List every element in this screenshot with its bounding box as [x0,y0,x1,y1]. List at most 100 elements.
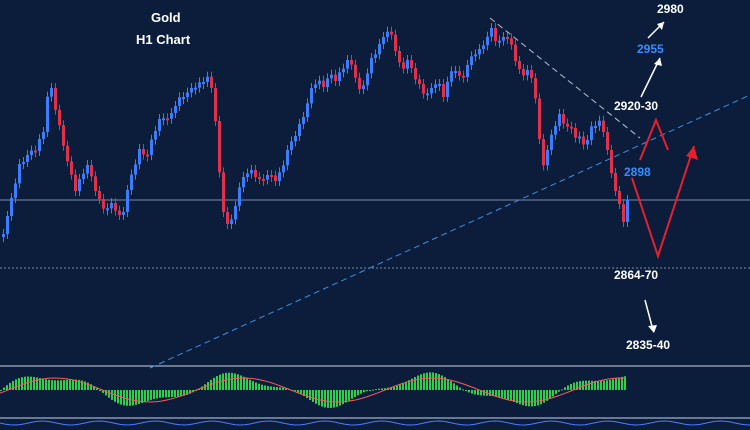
arrow-to-2835 [644,299,654,331]
candle-body [414,68,417,80]
candle-body [62,125,65,146]
macd-bar [153,390,155,400]
macd-bar [72,379,74,390]
macd-bar [432,372,434,390]
candle-body [42,132,45,139]
candle-body [222,172,225,212]
candle-body [454,71,457,73]
candle-body [514,44,517,61]
candle-body [262,179,265,181]
candle-body [406,60,409,69]
macd-bar [84,381,86,390]
macd-bar [231,372,233,390]
macd-bar [441,375,443,390]
candle-body [194,87,197,90]
arrowhead-2955 [654,58,662,66]
candle-body [246,173,249,177]
macd-bar [549,390,551,399]
macd-bar [447,379,449,390]
candle-body [386,31,389,37]
macd-bar [321,390,323,407]
candle-body [586,140,589,145]
macd-bar [330,390,332,408]
macd-bar [315,390,317,404]
macd-bar [18,378,20,390]
macd-bar [159,390,161,398]
macd-bar [12,380,14,390]
candle-body [182,97,185,99]
macd-bar [498,390,500,398]
candle-body [270,175,273,177]
candle-body [318,80,321,85]
macd-bar [87,382,89,390]
macd-bar [66,379,68,390]
macd-bar [504,390,506,399]
candle-body [378,44,381,55]
projection-bullish-arrow [639,117,669,161]
candle-body [38,139,41,151]
macd-bar [144,390,146,402]
candle-body [74,174,77,191]
candle-body [338,72,341,81]
candle-body [466,65,469,77]
macd-bar [471,390,473,394]
macd-bar [15,379,17,390]
candle-body [34,150,37,153]
candle-body [518,61,521,69]
macd-bar [165,390,167,398]
candle-body [118,210,121,215]
candle-body [574,128,577,138]
candle-body [178,97,181,106]
macd-bar [618,377,620,390]
candle-body [114,203,117,211]
candle-body [398,51,401,63]
candle-body [342,68,345,73]
macd-bar [243,376,245,390]
candle-body [490,28,493,37]
candle-body [558,114,561,126]
candle-body [146,154,149,157]
macd-bar [381,388,383,390]
macd-bar [621,376,623,390]
candle-body [226,212,229,224]
candle-body [610,150,613,173]
macd-bar [285,388,287,390]
macd-bar [147,390,149,401]
candle-body [614,173,617,191]
candle-body [10,198,13,216]
arrowhead-2835 [648,325,657,333]
candle-body [502,37,505,41]
candle-body [70,161,73,175]
candle-body [190,88,193,93]
candle-body [94,176,97,191]
candle-body [30,150,33,155]
target-label-2955: 2955 [637,42,664,56]
macd-bar [483,390,485,396]
macd-bar [453,383,455,390]
macd-bar [186,390,188,395]
candle-body [106,208,109,211]
macd-bar [105,390,107,396]
macd-bar [102,390,104,393]
macd-bar [588,380,590,390]
candle-body [122,212,125,215]
macd-bar [300,390,302,395]
macd-bar [42,378,44,390]
macd-bar [267,386,269,390]
macd-bar [324,390,326,408]
macd-bar [420,374,422,390]
candle-body [170,113,173,119]
candle-body [510,38,513,45]
candle-body [134,164,137,175]
macd-bar [54,380,56,390]
macd-bar [282,387,284,390]
macd-bar [36,377,38,390]
macd-bar [606,380,608,390]
macd-bar [78,379,80,390]
macd-bar [132,390,134,406]
candle-body [266,175,269,180]
candle-body [594,126,597,128]
macd-bar [225,372,227,390]
candle-body [538,98,541,139]
candle-body [354,64,357,78]
